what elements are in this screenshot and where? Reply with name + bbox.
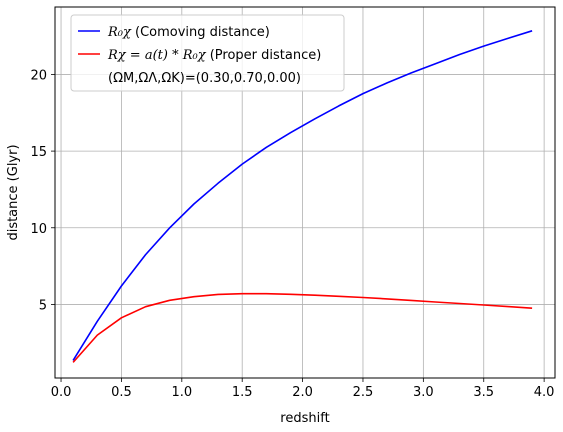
legend-label-comoving: R₀χ (Comoving distance) bbox=[107, 25, 270, 40]
legend-label-proper: Rχ = a(t) * R₀χ (Proper distance) bbox=[107, 48, 321, 63]
x-tick-label: 1.5 bbox=[232, 385, 253, 400]
proper-distance-line bbox=[72, 292, 533, 363]
plot-frame bbox=[54, 6, 556, 379]
comoving-distance-line bbox=[72, 30, 533, 361]
legend-math-proper: Rχ = a(t) * R₀χ bbox=[107, 48, 207, 63]
x-tick-label: 0.0 bbox=[51, 385, 72, 400]
y-tick-label: 5 bbox=[39, 298, 47, 313]
x-tick-label: 1.0 bbox=[171, 385, 192, 400]
x-tick-label: 3.5 bbox=[473, 385, 494, 400]
x-tick-label: 0.5 bbox=[111, 385, 132, 400]
y-tick-label: 10 bbox=[30, 222, 47, 237]
legend-box bbox=[70, 14, 345, 92]
y-tick-label: 20 bbox=[30, 68, 47, 83]
legend-note-omega: (ΩM,ΩΛ,ΩK)=(0.30,0.70,0.00) bbox=[108, 71, 301, 86]
x-tick-label: 2.5 bbox=[353, 385, 374, 400]
legend-text-comoving: (Comoving distance) bbox=[131, 25, 270, 40]
legend-math-comoving: R₀χ bbox=[107, 25, 132, 40]
y-tick-label: 15 bbox=[30, 145, 47, 160]
x-tick-label: 3.0 bbox=[413, 385, 434, 400]
series-layer bbox=[72, 30, 533, 363]
x-tick-label: 4.0 bbox=[534, 385, 555, 400]
legend-text-proper: (Proper distance) bbox=[206, 48, 322, 63]
ticks: 0.0 0.5 1.0 1.5 2.0 2.5 3.0 3.5 4.0 5 10 15 20 bbox=[30, 68, 554, 400]
legend: R₀χ (Comoving distance) Rχ = a(t) * R₀χ … bbox=[70, 14, 345, 92]
y-axis-label: distance (Glyr) bbox=[6, 144, 21, 240]
x-tick-label: 2.0 bbox=[292, 385, 313, 400]
x-axis-label: redshift bbox=[280, 411, 329, 426]
